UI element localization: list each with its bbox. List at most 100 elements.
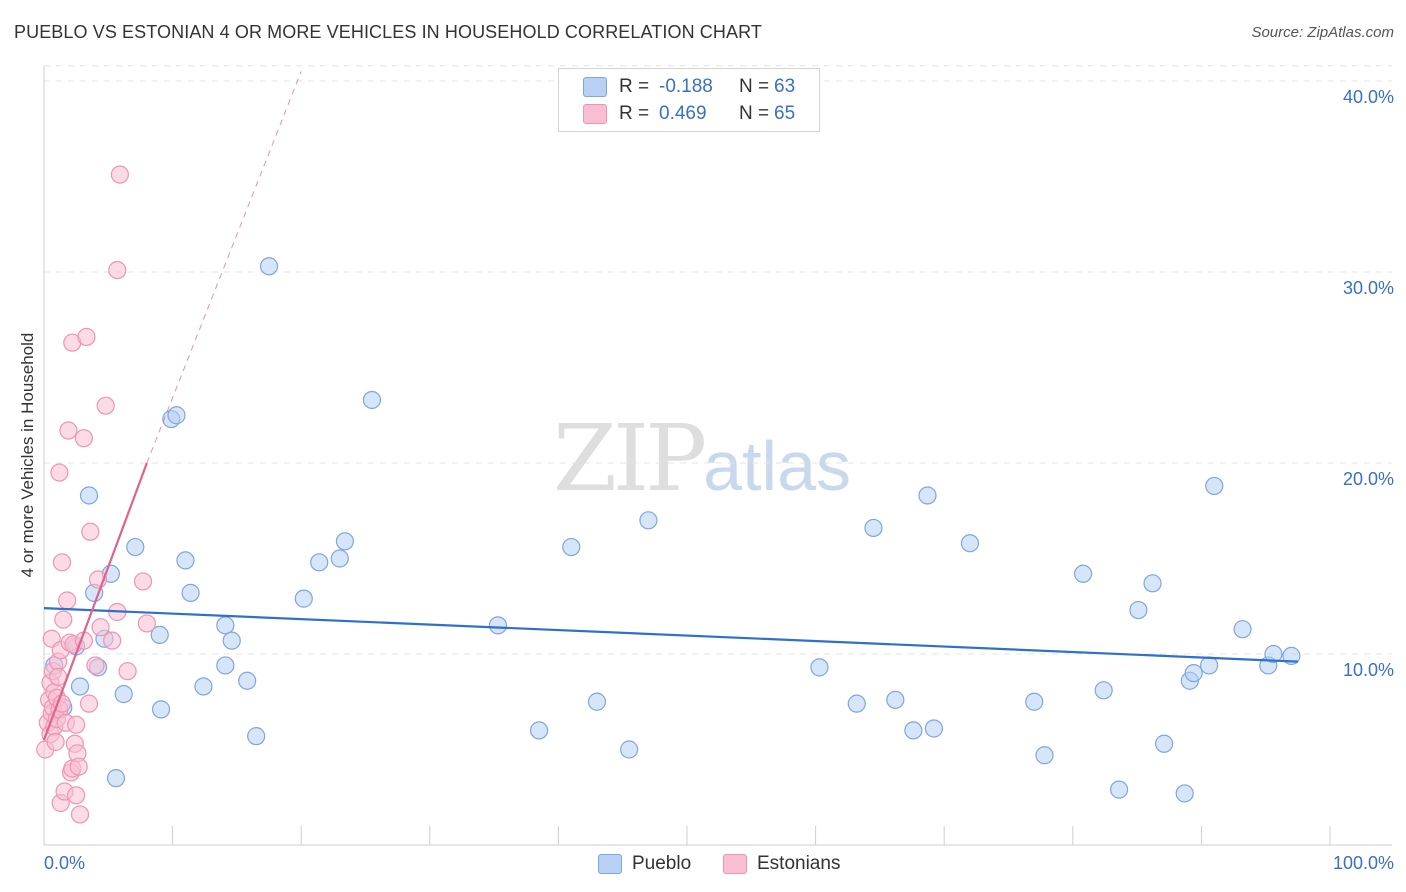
pueblo-point-39: [886, 690, 905, 709]
pueblo-point-51: [1155, 734, 1174, 753]
pueblo-point-38: [864, 518, 883, 538]
chart-title: PUEBLO VS ESTONIAN 4 OR MORE VEHICLES IN…: [14, 22, 762, 42]
pueblo-point-48: [1109, 780, 1129, 799]
pueblo-point-15: [167, 406, 186, 425]
pueblo-point-16: [176, 551, 195, 570]
grid-layer: [44, 65, 1392, 655]
estonian-point-25: [58, 591, 77, 610]
pueblo-point-54: [1184, 663, 1203, 683]
x-tick-label-100: 100.0%: [1332, 853, 1394, 873]
y-tick-label-40: 40.0%: [1342, 87, 1394, 107]
pueblo-point-49: [1129, 600, 1148, 620]
pueblo-point-43: [960, 534, 980, 553]
pueblo-point-11: [126, 537, 145, 557]
pueblo-point-37: [847, 694, 866, 713]
estonian-point-42: [81, 522, 100, 541]
estonian-point-26: [59, 421, 78, 440]
y-axis-label: 4 or more Vehicles in Household: [18, 332, 37, 578]
pueblo-r-label: R =: [619, 76, 650, 97]
pueblo-point-34: [620, 740, 639, 759]
axis-layer: [43, 66, 1392, 846]
pueblo-point-42: [924, 719, 944, 738]
legend-row-pueblo: R = -0.188 N = 63: [583, 74, 795, 100]
bottom-estonians-swatch: [723, 854, 747, 874]
estonian-point-47: [103, 631, 122, 650]
pueblo-point-25: [294, 589, 313, 608]
bottom-estonians-label: Estonians: [757, 853, 841, 874]
pueblo-point-40: [904, 721, 923, 740]
y-tick-label-30: 30.0%: [1342, 278, 1394, 298]
pueblo-point-22: [238, 671, 257, 690]
estonian-point-17: [50, 463, 69, 482]
pueblo-points: [45, 257, 1301, 803]
pueblo-point-29: [362, 390, 382, 410]
pueblo-point-24: [259, 257, 279, 276]
pueblo-point-10: [114, 685, 133, 704]
estonian-point-11: [46, 732, 65, 751]
pueblo-point-35: [639, 511, 658, 530]
watermark-atlas: atlas: [703, 427, 852, 505]
pueblo-point-3: [70, 677, 90, 696]
estonian-point-52: [133, 572, 153, 591]
estonian-point-48: [108, 260, 127, 280]
pueblo-point-28: [335, 532, 355, 551]
estonian-point-21: [52, 553, 72, 572]
pueblo-point-19: [216, 616, 235, 635]
estonian-points: [36, 165, 156, 824]
source-label: Source: ZipAtlas.com: [1251, 24, 1394, 41]
bottom-legend-estonians: Estonians: [723, 851, 840, 877]
estonian-point-22: [54, 610, 73, 629]
pueblo-point-57: [1233, 620, 1252, 639]
pueblo-point-36: [810, 658, 829, 677]
estonians-swatch: [583, 104, 607, 124]
trend-layer: [42, 71, 1298, 741]
pueblo-n-value: 63: [774, 76, 796, 97]
watermark: ZIPatlas: [553, 405, 851, 512]
estonian-point-36: [69, 757, 88, 776]
pueblo-point-27: [330, 549, 349, 568]
estonian-point-33: [67, 715, 86, 734]
legend-row-estonians: R = 0.469 N = 65: [583, 101, 795, 127]
estonian-point-53: [137, 614, 156, 633]
bottom-legend-pueblo: Pueblo: [598, 851, 691, 877]
estonian-point-20: [52, 694, 72, 713]
pueblo-point-4: [79, 486, 99, 505]
estonian-trend-extension: [146, 71, 302, 464]
pueblo-point-59: [1264, 644, 1283, 664]
pueblo-point-18: [194, 677, 213, 696]
pueblo-point-26: [310, 553, 329, 572]
pueblo-point-41: [918, 486, 937, 505]
pueblo-trend-line: [43, 607, 1298, 663]
pueblo-point-33: [587, 692, 607, 711]
pueblo-point-31: [530, 721, 549, 740]
pueblo-point-30: [488, 616, 508, 635]
estonian-point-41: [79, 694, 99, 713]
estonians-r-value: 0.469: [659, 103, 707, 124]
correlation-legend: R = -0.188 N = 63 R = 0.469 N = 65: [558, 68, 820, 132]
pueblo-point-20: [216, 656, 235, 675]
pueblo-point-46: [1073, 564, 1093, 583]
pueblo-point-23: [247, 727, 266, 746]
y-tick-label-20: 20.0%: [1342, 469, 1394, 489]
pueblo-point-45: [1035, 746, 1054, 765]
pueblo-point-55: [1200, 656, 1219, 675]
pueblo-point-52: [1175, 784, 1194, 803]
pueblo-swatch: [583, 77, 607, 97]
pueblo-point-56: [1205, 476, 1224, 496]
estonian-point-50: [110, 165, 129, 184]
estonian-point-34: [67, 786, 86, 805]
estonians-r-label: R =: [619, 103, 650, 124]
estonian-point-40: [77, 327, 96, 347]
pueblo-point-9: [106, 769, 126, 788]
pueblo-r-value: -0.188: [659, 76, 713, 97]
pueblo-point-50: [1143, 574, 1162, 593]
watermark-zip: ZIP: [553, 405, 707, 512]
pueblo-point-44: [1025, 692, 1044, 711]
pueblo-point-47: [1094, 681, 1113, 700]
estonian-point-37: [70, 805, 90, 824]
estonian-point-51: [118, 662, 137, 681]
estonians-n-label: N =: [739, 103, 770, 124]
estonian-point-43: [86, 656, 105, 675]
estonian-point-46: [96, 396, 115, 415]
